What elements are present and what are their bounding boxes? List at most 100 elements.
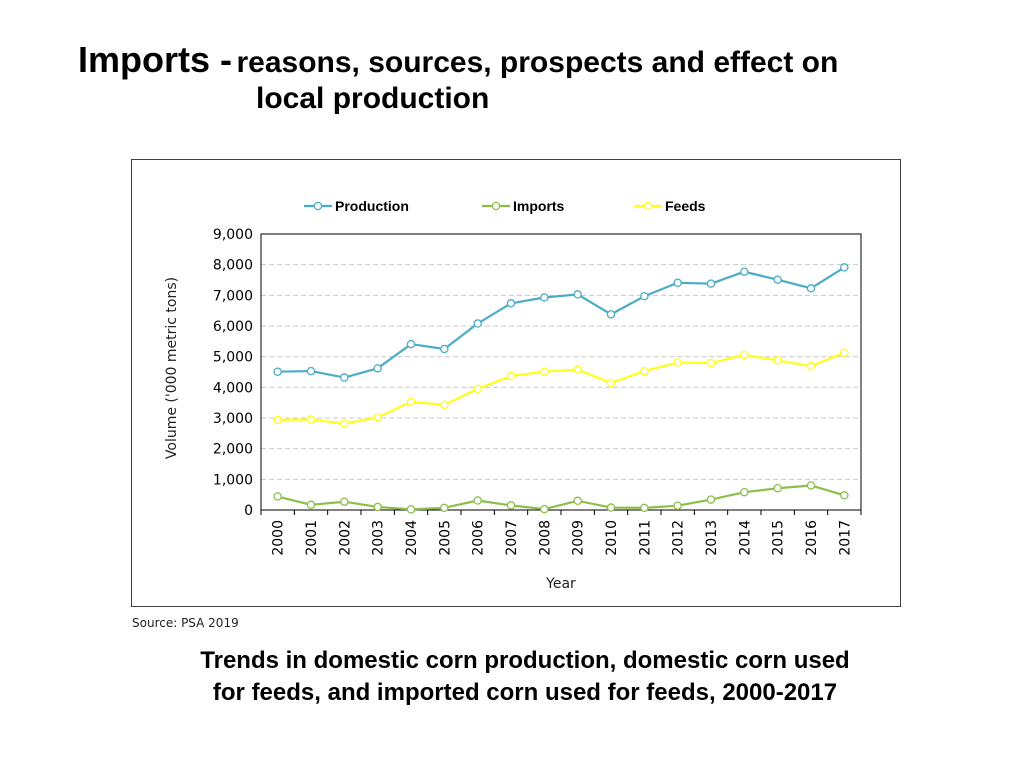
imports-point (773, 483, 782, 493)
caption-line-1: Trends in domestic corn production, dome… (200, 647, 850, 674)
imports-point (673, 501, 682, 510)
x-tick-label: 2000 (271, 520, 287, 556)
feeds-point (573, 365, 582, 374)
x-tick-label: 2017 (837, 520, 853, 556)
legend-imports-marker (491, 201, 501, 211)
feeds-point (473, 384, 482, 394)
imports-point (573, 496, 582, 506)
caption-line-2: for feeds, and imported corn used for fe… (212, 679, 838, 707)
x-tick-label: 2002 (337, 520, 353, 556)
y-tick-label: 2,000 (213, 442, 253, 458)
feeds-point (440, 400, 449, 410)
x-tick-label: 2010 (604, 520, 620, 556)
feeds-point (373, 413, 382, 422)
production-point (340, 373, 349, 382)
x-tick-label: 2012 (671, 520, 687, 556)
imports-point (740, 487, 749, 497)
feeds-point (340, 419, 349, 428)
production-point (840, 263, 849, 272)
production-point (573, 290, 582, 299)
feeds-point (306, 415, 316, 424)
title-subtitle: reasons, sources, prospects and effect o… (236, 46, 839, 79)
imports-point (273, 492, 282, 501)
imports-point (373, 502, 382, 512)
chart-frame: 0 1,000 2,000 3,000 4,000 5,000 6,000 7,000 8,00… (131, 159, 901, 607)
imports-line (277, 484, 845, 511)
production-point (706, 279, 716, 288)
feeds-point (673, 358, 682, 367)
production-point (506, 299, 516, 308)
legend-feeds-label: Feeds (665, 198, 706, 214)
feeds-point (640, 366, 649, 376)
feeds-point (706, 358, 716, 368)
y-tick-label: 6,000 (213, 319, 253, 335)
feeds-point (840, 348, 849, 357)
x-tick-label: 2004 (404, 520, 420, 556)
imports-point (473, 496, 482, 505)
legend-imports-label: Imports (513, 198, 565, 214)
imports-point (506, 501, 516, 510)
source-note: Source: PSA 2019 (132, 616, 239, 630)
production-point (373, 364, 382, 373)
y-tick-label: 3,000 (213, 411, 253, 427)
production-point (806, 284, 816, 293)
production-point (273, 367, 282, 376)
x-tick-label: 2016 (804, 520, 820, 556)
x-tick-label: 2014 (737, 520, 753, 556)
production-point (406, 339, 416, 349)
feeds-point (540, 367, 549, 376)
x-tick-label: 2011 (637, 520, 653, 556)
imports-point (840, 491, 849, 500)
x-tick-label: 2009 (571, 520, 587, 556)
production-point (440, 344, 449, 354)
y-tick-label: 4,000 (213, 380, 253, 396)
feeds-line (277, 351, 845, 425)
y-tick-label: 0 (244, 503, 253, 519)
y-axis-title: Volume ('000 metric tons) (164, 277, 180, 459)
production-point (740, 267, 749, 276)
plot-area-border (260, 233, 862, 511)
feeds-point (273, 415, 282, 425)
imports-point (706, 495, 716, 504)
imports-point (340, 497, 349, 506)
y-tick-label: 7,000 (213, 288, 253, 304)
title-subtitle-line2: local production (256, 82, 490, 116)
x-tick-label: 2006 (471, 520, 487, 556)
x-tick-label: 2013 (704, 520, 720, 556)
production-point (306, 366, 316, 376)
legend-production-marker (313, 201, 323, 211)
feeds-point (606, 378, 616, 388)
feeds-point (773, 356, 782, 365)
feeds-point (740, 350, 749, 360)
y-tick-label: 9,000 (213, 227, 253, 243)
feeds-point (806, 361, 816, 371)
line-chart: 0 1,000 2,000 3,000 4,000 5,000 6,000 7,000 8,00… (164, 198, 862, 592)
imports-point (306, 500, 316, 510)
production-line (277, 266, 845, 379)
feeds-point (506, 371, 516, 381)
production-point (540, 293, 549, 302)
imports-point (440, 503, 449, 513)
imports-point (806, 481, 816, 490)
production-point (606, 310, 616, 319)
production-point (473, 319, 482, 328)
x-tick-label: 2008 (537, 520, 553, 556)
x-tick-label: 2003 (371, 520, 387, 556)
feeds-point (406, 397, 416, 406)
x-tick-label: 2001 (304, 520, 320, 556)
x-tick-label: 2015 (771, 520, 787, 556)
x-tick-label: 2007 (504, 520, 520, 556)
figure-caption: Trends in domestic corn production, dome… (100, 645, 950, 710)
imports-point (606, 503, 616, 512)
y-tick-label: 1,000 (213, 472, 253, 488)
production-point (640, 292, 649, 301)
title-main: Imports - (78, 39, 233, 80)
legend-production-label: Production (335, 198, 409, 214)
slide-title: Imports - reasons, sources, prospects an… (78, 38, 978, 117)
y-tick-label: 8,000 (213, 258, 253, 274)
imports-point (540, 504, 549, 514)
x-axis-title: Year (545, 576, 576, 592)
production-point (673, 278, 682, 288)
production-point (773, 275, 782, 284)
imports-point (406, 505, 416, 514)
